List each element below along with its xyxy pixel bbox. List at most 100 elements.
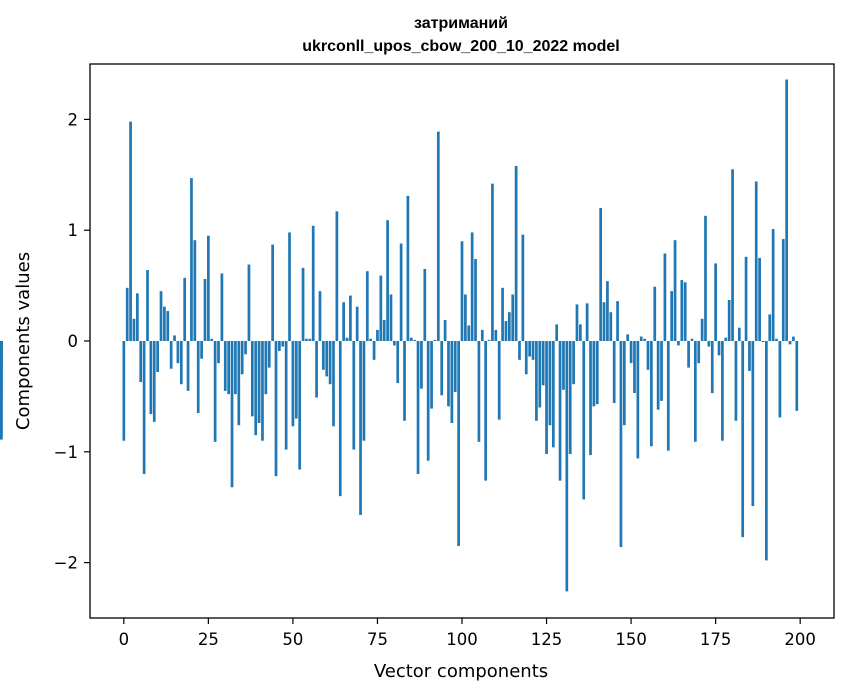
bar-118 <box>521 234 525 341</box>
bar-78 <box>386 220 389 341</box>
bar-60 <box>325 341 329 377</box>
bar-174 <box>710 341 714 394</box>
bar-77 <box>382 319 386 341</box>
bar-147 <box>619 341 623 548</box>
bar-163 <box>673 240 677 341</box>
bar-1 <box>125 287 129 341</box>
bar-52 <box>298 341 302 470</box>
bar-61 <box>328 341 332 385</box>
x-tick-label: 25 <box>198 630 219 649</box>
bar-148 <box>622 341 626 426</box>
bar-74 <box>372 341 376 360</box>
bar-139 <box>592 341 596 407</box>
bar-181 <box>734 341 738 421</box>
bar-132 <box>568 341 572 455</box>
bar-159 <box>660 341 663 401</box>
y-axis-label: Components values <box>13 252 34 430</box>
bar-130 <box>562 341 565 390</box>
bar-2 <box>129 121 132 342</box>
bar-111 <box>497 341 501 420</box>
bar-17 <box>179 341 183 385</box>
bar-90 <box>426 341 430 461</box>
bar-94 <box>440 341 444 396</box>
bar-153 <box>639 336 643 341</box>
bar-9 <box>152 341 156 422</box>
x-tick-label: 150 <box>615 630 647 649</box>
bar-141 <box>599 208 603 341</box>
bar-187 <box>754 181 758 341</box>
x-tick-label: 75 <box>367 630 388 649</box>
bar-106 <box>480 329 484 341</box>
bar-72 <box>365 271 369 341</box>
bar-3 <box>132 318 136 341</box>
bar-44 <box>271 244 274 341</box>
bar-196 <box>785 79 789 341</box>
bar-192 <box>771 229 775 341</box>
bar-93 <box>436 131 440 341</box>
bar-13 <box>166 311 170 341</box>
bar-26 <box>210 338 214 341</box>
bar-104 <box>474 259 477 341</box>
bar-173 <box>707 341 711 347</box>
bar-189 <box>761 341 765 343</box>
bar-109 <box>491 183 494 341</box>
bar-95 <box>443 319 447 341</box>
bar-49 <box>288 232 291 341</box>
bar-191 <box>768 314 772 341</box>
bar-19 <box>186 341 190 391</box>
bar-76 <box>379 275 383 341</box>
bar-4 <box>135 293 139 341</box>
bar-37 <box>247 264 251 341</box>
bar-145 <box>612 341 616 404</box>
bar-0 <box>122 341 126 441</box>
bar-151 <box>633 341 636 394</box>
bar-134 <box>575 304 579 341</box>
y-tick-label: 0 <box>68 332 79 351</box>
bar-160 <box>663 253 667 341</box>
bar-57 <box>315 341 318 398</box>
bar-22 <box>196 341 200 414</box>
bar-42 <box>264 341 268 395</box>
plot-frame <box>89 63 835 619</box>
bar-47 <box>281 341 285 347</box>
bar-171 <box>700 318 704 341</box>
bar-89 <box>423 268 427 341</box>
bar-11 <box>159 291 163 341</box>
bar-116 <box>514 165 518 341</box>
bar-15 <box>173 335 176 341</box>
bar-58 <box>318 291 322 341</box>
bar-186 <box>751 341 755 507</box>
bar-135 <box>579 324 582 341</box>
bar-82 <box>399 243 403 341</box>
bar-140 <box>595 341 599 405</box>
bar-8 <box>149 341 153 415</box>
bar-127 <box>551 341 555 448</box>
bar-54 <box>305 338 308 341</box>
bar-75 <box>376 329 379 341</box>
bar-182 <box>737 327 741 341</box>
bar-121 <box>531 341 535 360</box>
x-tick-label: 200 <box>784 630 816 649</box>
bar-81 <box>396 341 400 384</box>
bar-197 <box>788 341 792 345</box>
bar-164 <box>677 341 680 346</box>
bar-35 <box>240 341 244 375</box>
bar-99 <box>457 341 460 546</box>
bar-154 <box>643 338 646 341</box>
bar-107 <box>484 341 488 481</box>
bar-53 <box>301 267 305 341</box>
bar-195 <box>781 239 785 341</box>
bar-24 <box>203 278 207 341</box>
bar-83 <box>403 341 406 421</box>
bar-122 <box>535 341 538 421</box>
bar-14 <box>169 341 173 369</box>
bar-131 <box>565 341 569 592</box>
bar-155 <box>646 341 650 370</box>
bar-170 <box>697 341 701 364</box>
bar-161 <box>666 341 670 451</box>
bar-66 <box>345 337 349 341</box>
bar-126 <box>548 341 552 426</box>
bar-80 <box>393 341 396 346</box>
bar-73 <box>369 338 373 341</box>
